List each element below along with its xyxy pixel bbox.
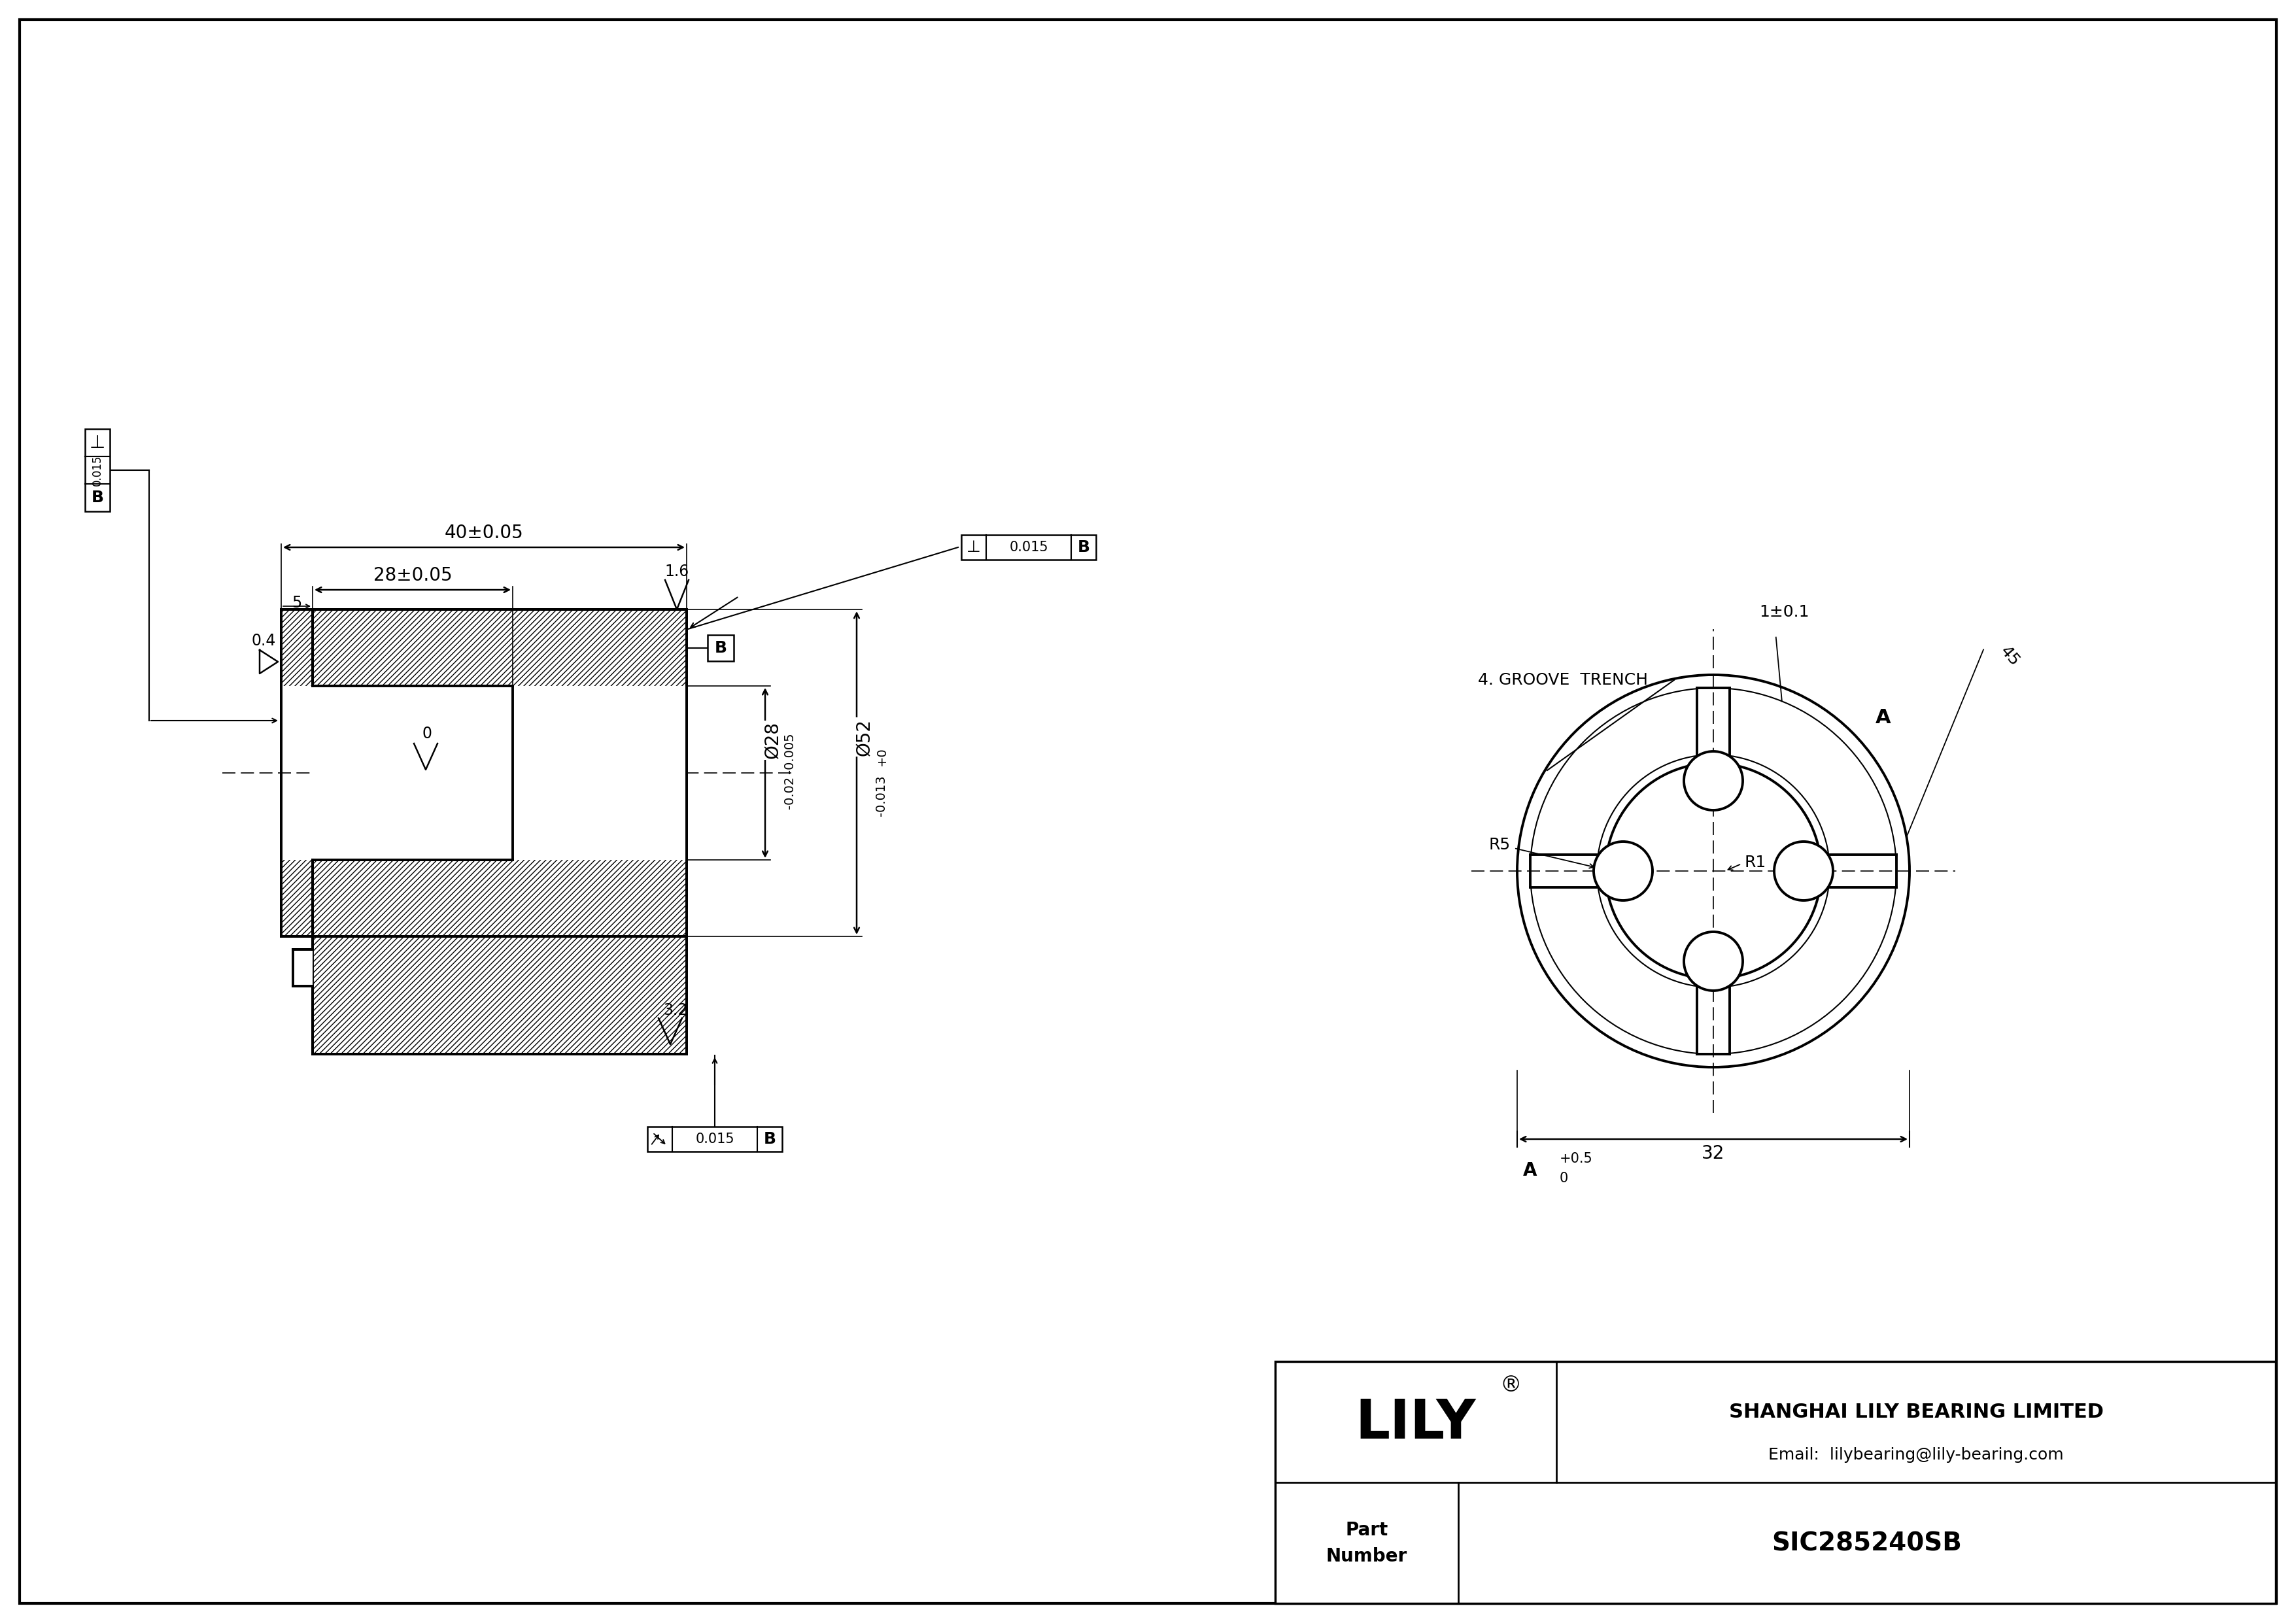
Text: 28±0.05: 28±0.05 [374, 566, 452, 584]
Bar [312, 936, 687, 1053]
Text: R5: R5 [1488, 837, 1511, 852]
Text: 1±0.1: 1±0.1 [1759, 604, 1809, 620]
Text: 4. GROOVE  TRENCH: 4. GROOVE TRENCH [1479, 672, 1649, 688]
Text: 0: 0 [1559, 1172, 1568, 1185]
Bar [707, 635, 735, 661]
Text: -0.005: -0.005 [783, 734, 797, 774]
Text: B: B [1077, 539, 1091, 555]
Bar [312, 610, 687, 687]
Text: A: A [1522, 1162, 1538, 1180]
Text: 0.4: 0.4 [250, 633, 276, 649]
Text: 40±0.05: 40±0.05 [445, 524, 523, 542]
Text: Part
Number: Part Number [1327, 1521, 1407, 1565]
Bar [280, 610, 312, 687]
Bar [312, 860, 687, 936]
Text: A: A [1876, 708, 1892, 727]
Circle shape [1775, 842, 1832, 901]
Text: 3.2: 3.2 [664, 1003, 689, 1018]
Text: 5: 5 [292, 596, 301, 610]
Bar [1274, 1362, 2275, 1604]
Text: Email:  lilybearing@lily-bearing.com: Email: lilybearing@lily-bearing.com [1768, 1448, 2064, 1462]
Text: B: B [714, 639, 728, 656]
Text: B: B [765, 1131, 776, 1147]
Circle shape [1593, 842, 1653, 901]
Text: 1.6: 1.6 [664, 563, 689, 579]
Text: SIC285240SB: SIC285240SB [1773, 1530, 1963, 1556]
Text: ®: ® [1499, 1375, 1522, 1396]
Bar [512, 687, 687, 860]
Bar [292, 949, 312, 987]
Text: ⊥: ⊥ [967, 539, 980, 555]
Text: 0.015: 0.015 [696, 1133, 735, 1146]
Text: ⊥: ⊥ [90, 433, 106, 451]
Text: R1: R1 [1745, 855, 1766, 870]
Text: +0: +0 [875, 747, 889, 766]
Bar [647, 1126, 783, 1152]
Text: Ø52: Ø52 [856, 719, 875, 756]
Text: B: B [92, 490, 103, 505]
Text: SHANGHAI LILY BEARING LIMITED: SHANGHAI LILY BEARING LIMITED [1729, 1402, 2103, 1422]
Text: 45: 45 [1998, 643, 2023, 669]
Bar [85, 428, 110, 511]
Bar [962, 536, 1095, 560]
Text: 0: 0 [422, 725, 432, 742]
Bar [280, 860, 312, 936]
Text: 0.015: 0.015 [1010, 540, 1049, 553]
Text: LILY: LILY [1355, 1397, 1476, 1449]
Circle shape [1683, 932, 1743, 990]
Text: -0.013: -0.013 [875, 776, 889, 816]
Text: -0.02: -0.02 [783, 776, 797, 808]
Text: 32: 32 [1701, 1144, 1724, 1162]
Bar [312, 687, 512, 860]
Text: 0.015: 0.015 [92, 454, 103, 485]
Circle shape [1683, 751, 1743, 810]
Text: +0.5: +0.5 [1559, 1152, 1593, 1165]
Text: Ø28: Ø28 [765, 722, 783, 760]
